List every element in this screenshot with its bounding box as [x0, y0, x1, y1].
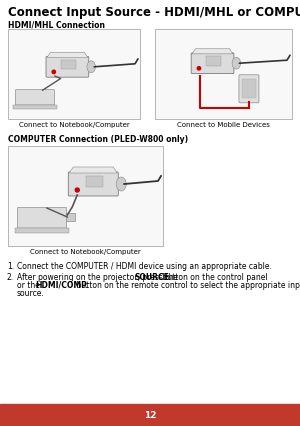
Bar [8, 29, 140, 119]
Bar [0, 404, 300, 426]
Circle shape [75, 188, 79, 192]
Bar [206, 56, 221, 66]
Bar [155, 29, 292, 119]
Text: SOURCE: SOURCE [134, 273, 170, 282]
Text: After powering on the projector, press the: After powering on the projector, press t… [17, 273, 180, 282]
Ellipse shape [232, 57, 241, 69]
FancyBboxPatch shape [46, 57, 89, 77]
Polygon shape [47, 52, 88, 58]
Bar [59, 213, 75, 221]
FancyBboxPatch shape [16, 90, 55, 105]
Polygon shape [192, 49, 233, 54]
FancyBboxPatch shape [239, 75, 259, 103]
Text: button on the control panel: button on the control panel [160, 273, 267, 282]
Bar [13, 104, 57, 109]
Text: COMPUTER Connection (PLED-W800 only): COMPUTER Connection (PLED-W800 only) [8, 135, 188, 144]
Bar [8, 146, 163, 246]
Text: 1.: 1. [7, 262, 14, 271]
FancyBboxPatch shape [17, 207, 67, 228]
Circle shape [197, 66, 201, 70]
Text: source.: source. [17, 289, 45, 298]
Bar [242, 79, 256, 98]
Text: Connect to Notebook/Computer: Connect to Notebook/Computer [30, 249, 141, 255]
Text: Connect to Mobile Devices: Connect to Mobile Devices [177, 122, 270, 128]
Ellipse shape [116, 177, 126, 191]
Text: HDMI/COMP.: HDMI/COMP. [35, 281, 88, 290]
Ellipse shape [87, 61, 95, 73]
Text: button on the remote control to select the appropriate input: button on the remote control to select t… [74, 281, 300, 290]
Text: Connect to Notebook/Computer: Connect to Notebook/Computer [19, 122, 129, 128]
Bar [15, 227, 69, 233]
Bar [86, 176, 103, 187]
Text: Connect Input Source - HDMI/MHL or COMPUTER: Connect Input Source - HDMI/MHL or COMPU… [8, 6, 300, 19]
Bar [61, 60, 76, 69]
Text: 12: 12 [144, 411, 156, 420]
FancyBboxPatch shape [68, 172, 118, 196]
Text: 2.: 2. [7, 273, 14, 282]
Circle shape [52, 70, 56, 74]
Text: HDMI/MHL Connection: HDMI/MHL Connection [8, 21, 105, 30]
Text: or the: or the [17, 281, 42, 290]
Polygon shape [69, 167, 117, 173]
FancyBboxPatch shape [191, 53, 234, 74]
Text: Connect the COMPUTER / HDMI device using an appropriate cable.: Connect the COMPUTER / HDMI device using… [17, 262, 272, 271]
